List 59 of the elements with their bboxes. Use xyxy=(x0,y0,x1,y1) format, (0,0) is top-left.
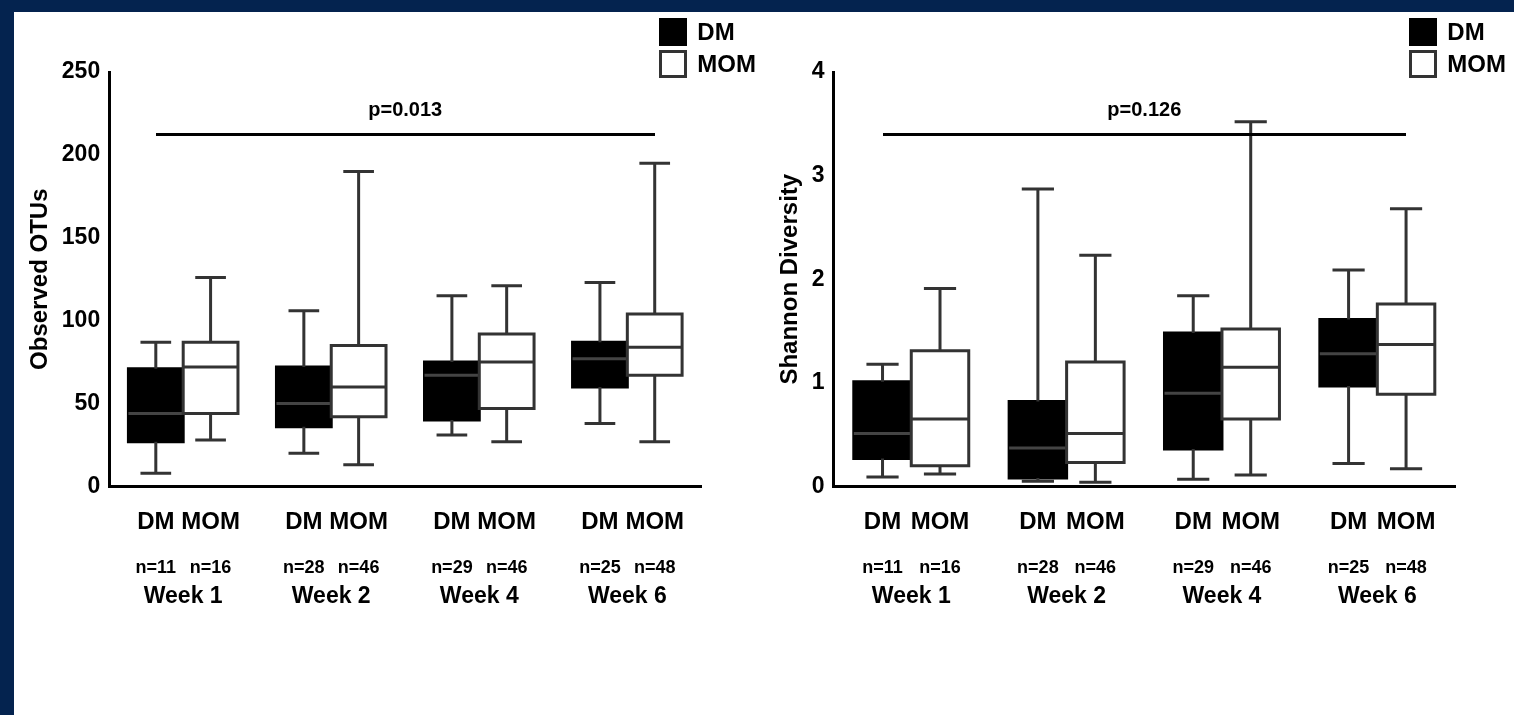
x-tick-label: Week 2 xyxy=(1027,581,1107,608)
text: n=25 xyxy=(579,557,621,578)
y-tick-label: 0 xyxy=(811,471,825,498)
y-tick-label: 150 xyxy=(61,223,101,250)
y-tick-label: 1 xyxy=(811,368,825,395)
text: DM xyxy=(1174,507,1212,535)
text: n=16 xyxy=(189,557,232,578)
text: n=16 xyxy=(919,557,961,578)
text: n=28 xyxy=(283,557,325,578)
text: DM xyxy=(1019,507,1057,535)
y-axis-title: Shannon Diversity xyxy=(775,173,803,385)
text: MOM xyxy=(1221,507,1281,535)
text: DM xyxy=(285,507,323,535)
text: MOM xyxy=(1066,507,1125,535)
y-tick-label: 200 xyxy=(61,140,101,167)
x-tick-label: Week 4 xyxy=(1182,581,1262,608)
y-tick-label: 250 xyxy=(61,57,101,84)
text: MOM xyxy=(477,507,536,535)
annotation: p=0.013 xyxy=(368,97,443,120)
text: DM xyxy=(433,507,471,535)
legend-label: DM xyxy=(1447,18,1485,46)
text: n=11 xyxy=(862,557,903,578)
text: MOM xyxy=(1376,507,1436,535)
text: n=46 xyxy=(1229,557,1272,578)
text: MOM xyxy=(625,507,685,535)
x-tick-label: Week 1 xyxy=(871,581,951,608)
text: MOM xyxy=(910,507,970,535)
y-tick-label: 2 xyxy=(811,264,825,291)
legend-label: DM xyxy=(697,18,735,46)
y-tick-label: 0 xyxy=(87,471,101,498)
annotation: p=0.126 xyxy=(1107,97,1182,120)
text: MOM xyxy=(181,507,240,535)
text: n=25 xyxy=(1327,557,1370,578)
y-axis-title: Observed OTUs xyxy=(25,188,53,370)
y-tick-label: 4 xyxy=(811,57,825,84)
x-tick-label: Week 6 xyxy=(1337,581,1417,608)
x-tick-label: Week 2 xyxy=(291,581,371,608)
legend-label: MOM xyxy=(1447,50,1506,78)
text: DM xyxy=(581,507,619,535)
y-tick-label: 100 xyxy=(61,305,101,332)
x-tick-label: Week 6 xyxy=(587,581,667,608)
text: n=46 xyxy=(1074,557,1117,578)
text: n=46 xyxy=(337,557,380,578)
text: n=29 xyxy=(431,557,473,578)
text: n=29 xyxy=(1172,557,1214,578)
text: n=11 xyxy=(135,557,177,578)
text: n=48 xyxy=(1385,557,1427,578)
text: MOM xyxy=(329,507,388,535)
y-tick-label: 3 xyxy=(811,160,825,187)
legend-label: MOM xyxy=(697,50,756,78)
text: DM xyxy=(137,507,175,535)
text: n=48 xyxy=(633,557,676,578)
text: DM xyxy=(863,507,902,535)
text: DM xyxy=(1329,507,1368,535)
x-tick-label: Week 1 xyxy=(143,581,223,608)
text: n=28 xyxy=(1017,557,1059,578)
text: n=46 xyxy=(485,557,528,578)
y-tick-label: 50 xyxy=(74,388,101,415)
x-tick-label: Week 4 xyxy=(439,581,519,608)
